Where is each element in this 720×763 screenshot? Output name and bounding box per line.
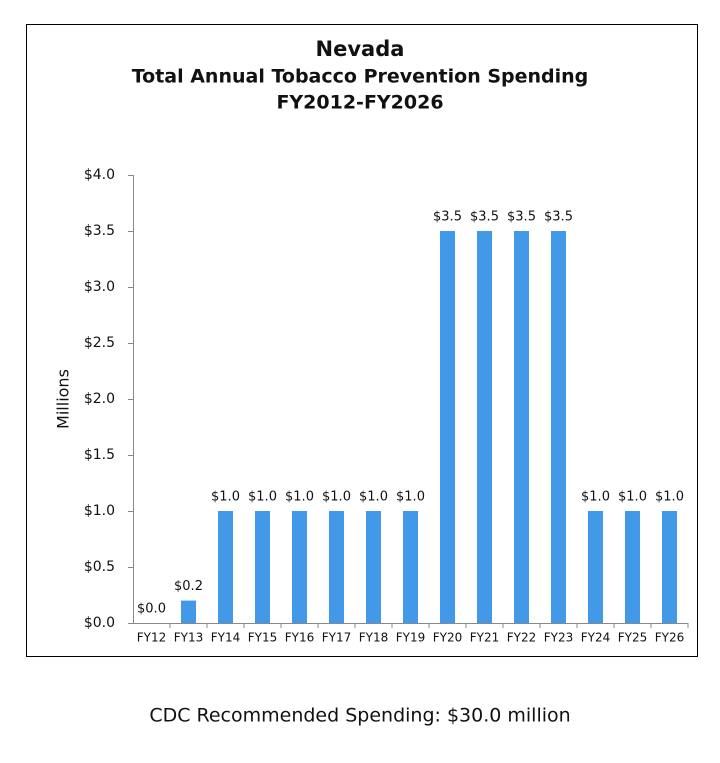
value-label: $1.0 — [248, 490, 277, 505]
x-tick-label: FY24 — [581, 631, 611, 645]
y-tick-label: $1.0 — [84, 503, 115, 519]
chart-subtitle: Total Annual Tobacco Prevention Spending — [132, 66, 589, 88]
y-tick-label: $1.5 — [84, 447, 115, 463]
x-tick-label: FY19 — [396, 631, 426, 645]
bar — [329, 511, 344, 623]
bar — [662, 511, 677, 623]
chart-title: Nevada — [316, 37, 405, 61]
value-label: $3.5 — [544, 210, 573, 225]
x-tick-label: FY17 — [322, 631, 352, 645]
x-tick-label: FY25 — [618, 631, 648, 645]
chart-subtitle: FY2012-FY2026 — [276, 92, 443, 114]
value-label: $0.2 — [174, 579, 203, 594]
bar — [551, 231, 566, 623]
y-tick-label: $4.0 — [84, 167, 115, 183]
y-tick-label: $3.0 — [84, 279, 115, 295]
x-tick-label: FY21 — [470, 631, 500, 645]
bar — [181, 600, 196, 623]
value-label: $1.0 — [581, 490, 610, 505]
value-label: $1.0 — [655, 490, 684, 505]
bar — [255, 511, 270, 623]
x-tick-label: FY16 — [285, 631, 315, 645]
bar — [477, 231, 492, 623]
bar — [292, 511, 307, 623]
x-tick-label: FY23 — [544, 631, 574, 645]
x-tick-label: FY14 — [211, 631, 241, 645]
value-label: $3.5 — [507, 210, 536, 225]
bar — [366, 511, 381, 623]
bar — [218, 511, 233, 623]
y-tick-label: $0.5 — [84, 559, 115, 575]
x-tick-label: FY18 — [359, 631, 389, 645]
footer: CDC Recommended Spending: $30.0 million — [149, 705, 570, 727]
y-tick-label: $0.0 — [84, 615, 115, 631]
x-tick-label: FY26 — [655, 631, 685, 645]
value-label: $1.0 — [396, 490, 425, 505]
x-tick-label: FY20 — [433, 631, 463, 645]
value-label: $1.0 — [322, 490, 351, 505]
value-label: $3.5 — [433, 210, 462, 225]
x-tick-label: FY12 — [137, 631, 167, 645]
bar — [440, 231, 455, 623]
y-tick-label: $2.0 — [84, 391, 115, 407]
bar — [588, 511, 603, 623]
y-axis-label: Millions — [54, 369, 73, 429]
chart-frame — [26, 24, 698, 657]
bar — [403, 511, 418, 623]
value-label: $0.0 — [137, 602, 166, 617]
value-label: $1.0 — [211, 490, 240, 505]
y-tick-label: $2.5 — [84, 335, 115, 351]
value-label: $1.0 — [618, 490, 647, 505]
value-label: $3.5 — [470, 210, 499, 225]
x-tick-label: FY22 — [507, 631, 537, 645]
bar — [514, 231, 529, 623]
y-tick-label: $3.5 — [84, 223, 115, 239]
x-tick-label: FY15 — [248, 631, 278, 645]
x-tick-label: FY13 — [174, 631, 204, 645]
value-label: $1.0 — [359, 490, 388, 505]
bar — [625, 511, 640, 623]
value-label: $1.0 — [285, 490, 314, 505]
